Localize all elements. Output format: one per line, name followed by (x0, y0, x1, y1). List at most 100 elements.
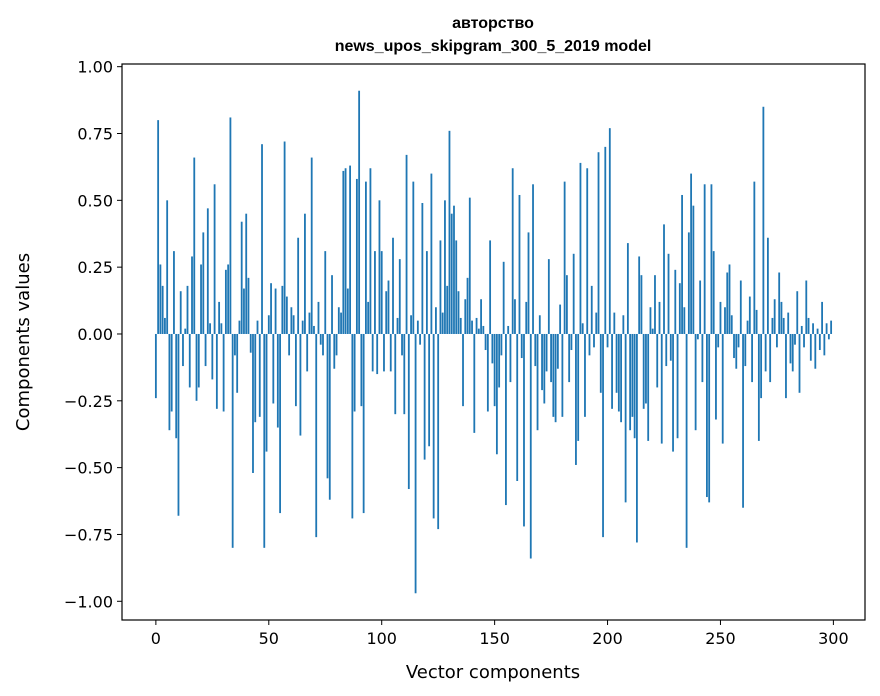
y-tick-label: −0.25 (64, 392, 113, 411)
bar (690, 173, 693, 334)
y-axis: 1.00 0.75 0.50 0.25 0.00 −0.25 −0.50 −0.75 −1.00 (64, 58, 122, 611)
bar (789, 333, 792, 364)
bar (615, 333, 618, 393)
bar (556, 333, 559, 369)
bar (505, 333, 507, 506)
bar (572, 253, 575, 334)
bar (421, 203, 424, 334)
bar (188, 333, 191, 388)
bar (545, 333, 548, 372)
bar (365, 181, 367, 334)
bar (739, 280, 742, 334)
bar (308, 312, 311, 334)
bar (349, 165, 351, 334)
bar (385, 291, 388, 334)
bar (310, 157, 313, 334)
bar (640, 275, 643, 334)
bar (493, 333, 496, 407)
bar (243, 288, 245, 334)
y-tick-label: 0.50 (77, 191, 113, 210)
bar (448, 130, 451, 334)
bar (534, 333, 537, 367)
bar (179, 291, 182, 334)
bar (827, 333, 830, 340)
bar (234, 333, 236, 356)
bar (220, 323, 223, 334)
bar (620, 333, 622, 423)
bar (245, 213, 248, 334)
bar (387, 280, 390, 334)
bar (708, 333, 711, 503)
bar (182, 333, 184, 367)
bar (299, 333, 302, 436)
bar (215, 333, 218, 409)
bar (254, 333, 257, 423)
bar (696, 333, 699, 340)
bar (315, 333, 318, 538)
bar (358, 90, 361, 334)
bar (608, 128, 611, 334)
bar (647, 333, 650, 441)
bar (536, 333, 539, 431)
bar (416, 320, 419, 334)
bar (403, 333, 406, 415)
bar (423, 333, 426, 460)
bar (471, 320, 473, 334)
bar (780, 301, 783, 334)
bar (751, 333, 753, 383)
bar (211, 333, 214, 380)
bar (186, 285, 189, 334)
bar (520, 333, 523, 359)
bar (766, 237, 769, 334)
bar (667, 253, 670, 334)
bar (432, 333, 435, 519)
bar (170, 333, 173, 412)
bar (297, 237, 300, 334)
bar (663, 224, 665, 334)
bar (335, 333, 338, 356)
bar (543, 333, 546, 404)
bar (631, 333, 634, 417)
bar (283, 141, 286, 334)
bar (746, 320, 749, 334)
y-tick-label: −0.50 (64, 459, 113, 478)
bar (726, 272, 729, 334)
y-axis-label: Components values (13, 253, 34, 431)
bar (712, 251, 715, 334)
bar (568, 333, 571, 383)
y-tick-label: −1.00 (64, 592, 113, 611)
bar (227, 264, 230, 334)
bar (523, 333, 525, 527)
bar (624, 333, 627, 503)
bar (285, 296, 288, 334)
bar (425, 251, 428, 334)
bar (737, 333, 740, 348)
bar (263, 333, 266, 548)
bar (313, 325, 315, 334)
bar (669, 333, 672, 361)
bar (306, 333, 309, 372)
bar (642, 333, 645, 409)
bar (586, 168, 589, 334)
bar (430, 173, 433, 334)
bar (590, 285, 593, 334)
bar (213, 184, 216, 334)
bar (435, 307, 437, 334)
bar (550, 333, 552, 383)
x-tick-label: 100 (366, 629, 397, 648)
bar (453, 205, 455, 334)
bar (193, 157, 196, 334)
bar (710, 184, 713, 334)
bar (516, 333, 519, 481)
bar (324, 251, 327, 334)
bar (654, 275, 656, 334)
bar (818, 333, 821, 351)
bar (807, 317, 810, 334)
chart-title-line-1: авторство (452, 15, 534, 32)
bar (466, 277, 469, 334)
bar (475, 317, 478, 334)
bar (410, 315, 412, 334)
bar (154, 333, 157, 399)
bar (184, 328, 187, 334)
